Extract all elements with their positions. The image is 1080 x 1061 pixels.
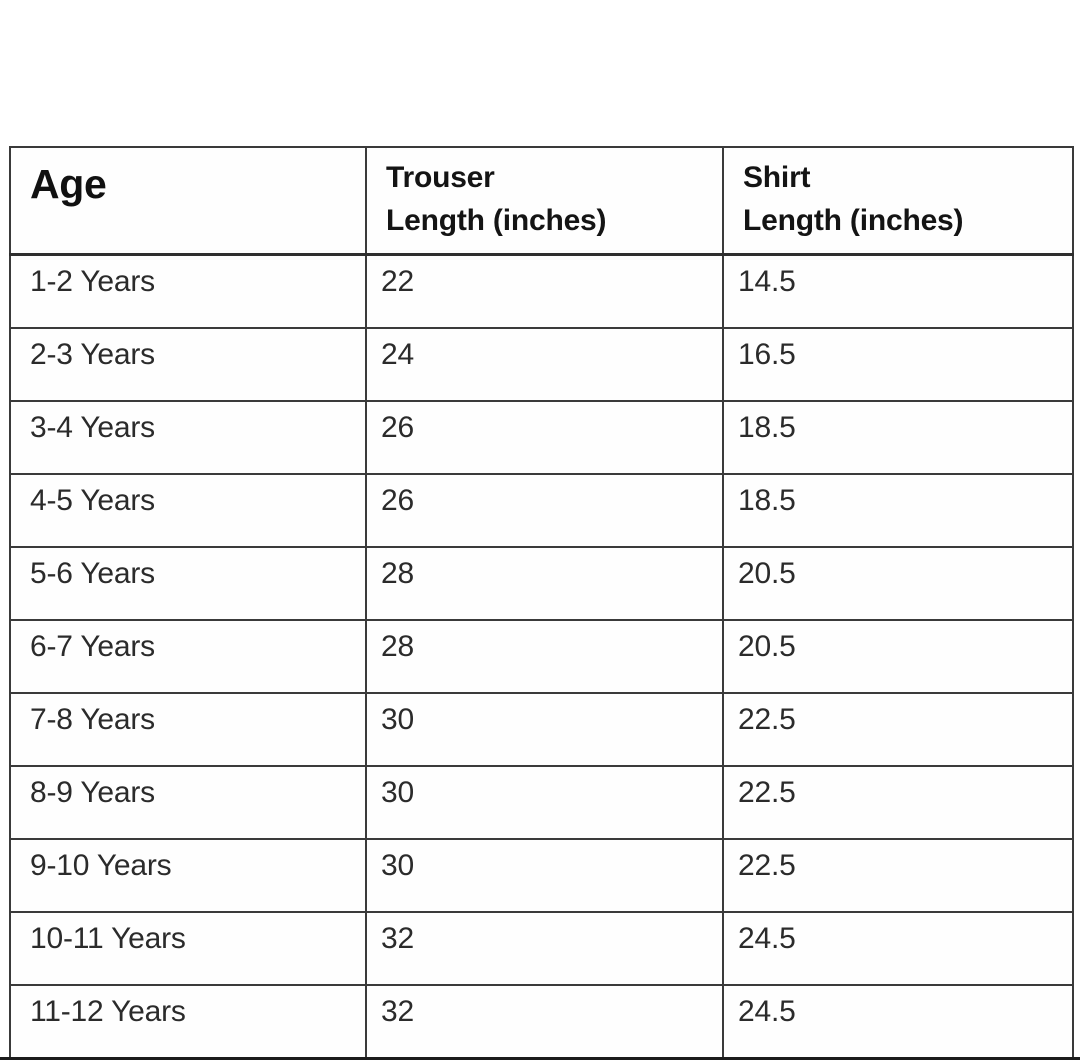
table-row: 6-7 Years 28 20.5 <box>10 619 1073 693</box>
cell-age: 8-9 Years <box>10 765 367 839</box>
table-row: 11-12 Years 32 24.5 <box>10 984 1073 1058</box>
cell-shirt-length: 22.5 <box>723 838 1073 912</box>
cell-trouser-length: 28 <box>366 546 724 620</box>
table-row: 9-10 Years 30 22.5 <box>10 838 1073 912</box>
cell-shirt-length: 20.5 <box>723 546 1073 620</box>
cell-trouser-length: 30 <box>366 838 724 912</box>
cell-trouser-length: 30 <box>366 692 724 766</box>
cell-age: 1-2 Years <box>10 254 367 328</box>
cell-shirt-length: 24.5 <box>723 984 1073 1058</box>
cell-trouser-length: 32 <box>366 984 724 1058</box>
table-row: 7-8 Years 30 22.5 <box>10 692 1073 766</box>
cell-shirt-length: 14.5 <box>723 254 1073 328</box>
column-header-shirt-text: Shirt Length (inches) <box>743 157 1072 242</box>
cell-age: 9-10 Years <box>10 838 367 912</box>
cell-trouser-length: 26 <box>366 400 724 474</box>
column-header-trouser-length: Trouser Length (inches) <box>366 147 724 256</box>
column-header-shirt-length: Shirt Length (inches) <box>723 147 1073 256</box>
cell-age: 7-8 Years <box>10 692 367 766</box>
cell-age: 2-3 Years <box>10 327 367 401</box>
cell-age: 6-7 Years <box>10 619 367 693</box>
table-body: 1-2 Years 22 14.5 2-3 Years 24 16.5 3-4 Years 2… <box>10 254 1073 1058</box>
table-row: 1-2 Years 22 14.5 <box>10 254 1073 328</box>
cell-age: 4-5 Years <box>10 473 367 547</box>
size-chart-table: Age Trouser Length (inches) Shirt Length… <box>9 146 1074 1059</box>
column-header-age: Age <box>10 147 367 256</box>
cell-shirt-length: 18.5 <box>723 400 1073 474</box>
column-header-trouser-line1: Trouser <box>386 161 495 194</box>
cell-shirt-length: 16.5 <box>723 327 1073 401</box>
cell-shirt-length: 20.5 <box>723 619 1073 693</box>
column-header-shirt-line2: Length (inches) <box>743 203 964 237</box>
column-header-age-label: Age <box>30 161 107 207</box>
cell-shirt-length: 24.5 <box>723 911 1073 985</box>
table-row: 8-9 Years 30 22.5 <box>10 765 1073 839</box>
column-header-trouser-text: Trouser Length (inches) <box>386 157 722 242</box>
table-row: 3-4 Years 26 18.5 <box>10 400 1073 474</box>
cell-trouser-length: 32 <box>366 911 724 985</box>
cell-age: 3-4 Years <box>10 400 367 474</box>
column-header-shirt-line1: Shirt <box>743 161 811 194</box>
size-chart-container: Age Trouser Length (inches) Shirt Length… <box>9 146 1074 1059</box>
cell-shirt-length: 18.5 <box>723 473 1073 547</box>
cell-age: 11-12 Years <box>10 984 367 1058</box>
table-row: 10-11 Years 32 24.5 <box>10 911 1073 985</box>
cell-trouser-length: 30 <box>366 765 724 839</box>
table-row: 2-3 Years 24 16.5 <box>10 327 1073 401</box>
cell-age: 10-11 Years <box>10 911 367 985</box>
header-row: Age Trouser Length (inches) Shirt Length… <box>10 147 1073 256</box>
cell-shirt-length: 22.5 <box>723 765 1073 839</box>
table-row: 5-6 Years 28 20.5 <box>10 546 1073 620</box>
top-whitespace <box>0 0 1080 146</box>
cell-trouser-length: 26 <box>366 473 724 547</box>
image-bottom-edge <box>0 1057 1080 1060</box>
cell-trouser-length: 22 <box>366 254 724 328</box>
table-row: 4-5 Years 26 18.5 <box>10 473 1073 547</box>
table-header: Age Trouser Length (inches) Shirt Length… <box>10 147 1073 256</box>
column-header-trouser-line2: Length (inches) <box>386 203 607 237</box>
cell-age: 5-6 Years <box>10 546 367 620</box>
cell-shirt-length: 22.5 <box>723 692 1073 766</box>
cell-trouser-length: 24 <box>366 327 724 401</box>
cell-trouser-length: 28 <box>366 619 724 693</box>
